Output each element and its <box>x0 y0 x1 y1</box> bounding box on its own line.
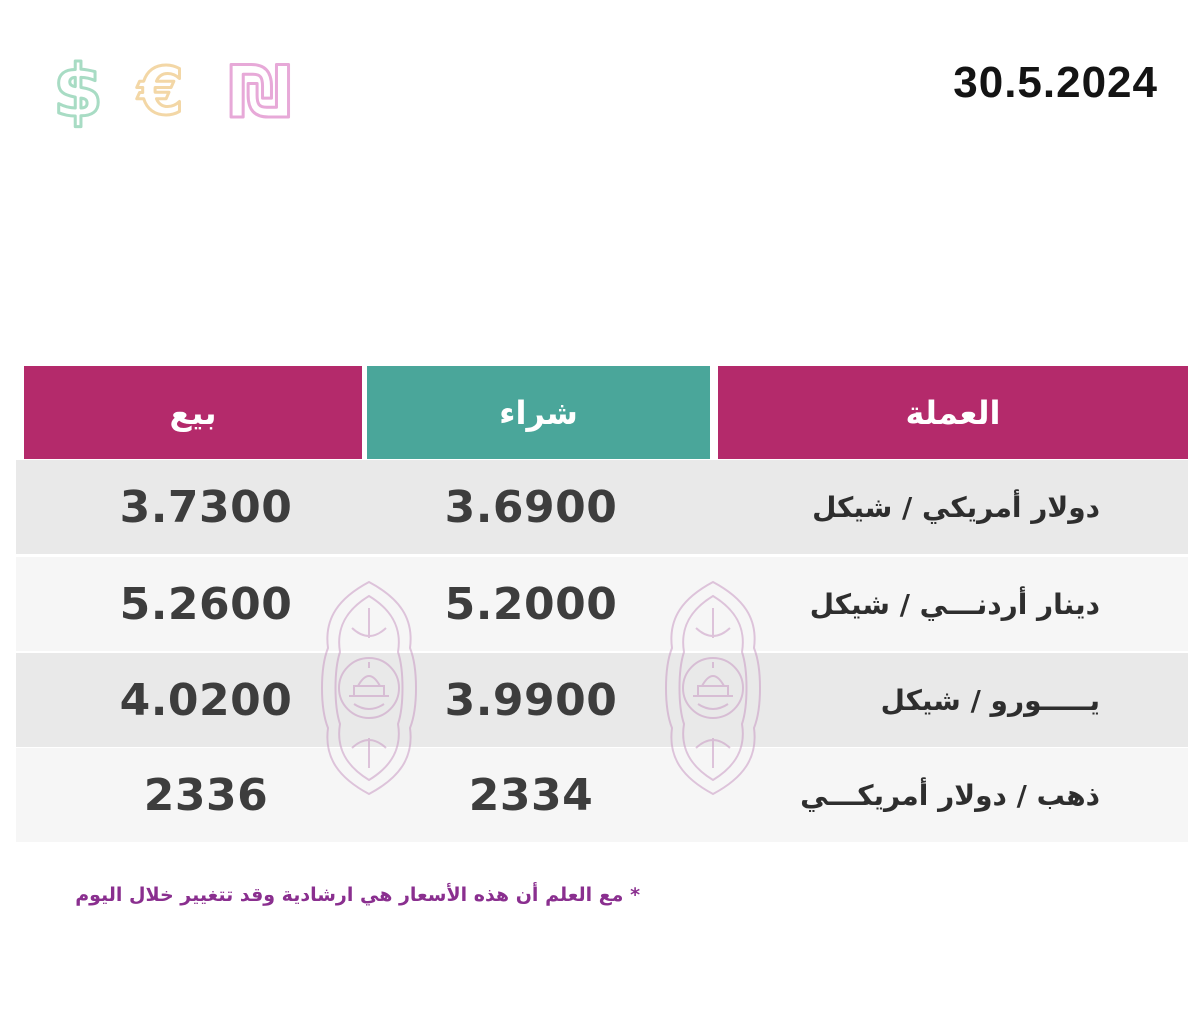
buy-rate: 3.6900 <box>444 481 618 533</box>
watermark-emblem <box>321 580 417 796</box>
table-row: 2336 2334 ذهب / دولار أمريكـــي <box>16 748 1188 842</box>
buy-rate: 3.9900 <box>444 674 618 726</box>
sell-rate: 3.7300 <box>119 481 293 533</box>
table-row: 5.2600 5.2000 دينار أردنـــي / شيكل <box>16 557 1188 651</box>
dollar-icon: $ <box>51 52 104 132</box>
header-buy: شراء <box>367 366 710 459</box>
shekel-icon: ₪ <box>227 52 293 132</box>
buy-rate: 2334 <box>468 769 594 821</box>
table-row: 3.7300 3.6900 دولار أمريكي / شيكل <box>16 460 1188 554</box>
euro-icon: € <box>135 52 186 132</box>
sell-rate: 4.0200 <box>119 674 293 726</box>
svg-text:₪: ₪ <box>228 52 291 132</box>
disclaimer-note: * مع العلم أن هذه الأسعار هي ارشادية وقد… <box>75 884 640 906</box>
currency-pair: يـــــورو / شيكل <box>880 683 1100 717</box>
header-currency: العملة <box>718 366 1188 459</box>
svg-text:€: € <box>136 53 184 130</box>
exchange-rate-table: بيع شراء العملة 3.7300 3.6900 دولار أمري… <box>16 366 1188 842</box>
sell-rate: 2336 <box>143 769 269 821</box>
header-sell: بيع <box>24 366 362 459</box>
svg-text:$: $ <box>53 52 103 132</box>
sell-rate: 5.2600 <box>119 578 293 630</box>
date-label: 30.5.2024 <box>953 58 1158 107</box>
buy-rate: 5.2000 <box>444 578 618 630</box>
table-row: 4.0200 3.9900 يـــــورو / شيكل <box>16 653 1188 747</box>
currency-pair: دولار أمريكي / شيكل <box>812 490 1100 524</box>
currency-pair: ذهب / دولار أمريكـــي <box>800 778 1100 812</box>
currency-icons: $ € ₪ <box>48 52 308 132</box>
currency-pair: دينار أردنـــي / شيكل <box>809 587 1100 621</box>
watermark-emblem <box>665 580 761 796</box>
